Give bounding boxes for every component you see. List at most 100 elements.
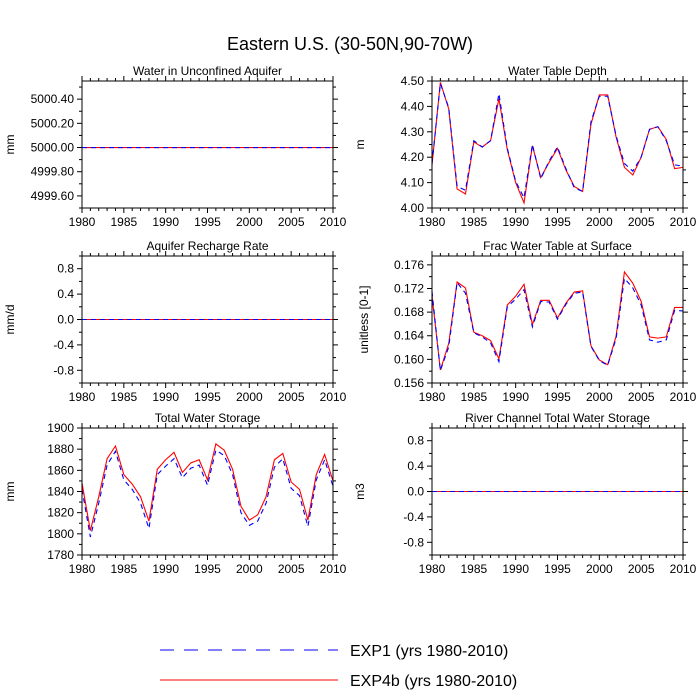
plot-frame [81,80,334,209]
legend: EXP1 (yrs 1980-2010) EXP4b (yrs 1980-201… [160,643,517,690]
y-tick-label: 5000.00 [31,141,75,155]
x-tick-label: 1995 [194,215,221,229]
x-tick-label: 2005 [278,215,305,229]
y-tick-label: 0.4 [407,459,424,473]
y-tick-label: 1780 [47,548,74,562]
x-tick-label: 1985 [110,390,137,404]
x-tick-label: 1985 [460,215,487,229]
y-axis-label: mm/d [3,305,17,335]
x-tick-label: 2005 [278,390,305,404]
x-tick-label: 1990 [502,390,529,404]
y-tick-label: 4.00 [401,201,425,215]
panel-title: Aquifer Recharge Rate [146,239,268,253]
y-tick-label: -0.8 [53,363,74,377]
y-tick-label: 1900 [47,421,74,435]
y-tick-label: 0.172 [394,281,424,295]
y-axis-label: unitless [0-1] [357,285,371,353]
x-tick-label: 1980 [69,215,96,229]
x-tick-label: 1985 [460,562,487,576]
y-tick-label: 4.20 [401,150,425,164]
y-axis-label: m3 [353,483,367,500]
panel-5: Total Water Storage mm 1980 1985 1990 1995 200… [3,411,347,576]
y-tick-label: 4999.80 [31,165,75,179]
y-tick-label: 4.40 [401,99,425,113]
legend-label-exp1: EXP1 (yrs 1980-2010) [350,643,508,660]
y-tick-label: -0.4 [403,510,424,524]
y-tick-label: 0.4 [57,287,74,301]
y-tick-label: 4999.60 [31,189,75,203]
x-tick-label: 1980 [419,562,446,576]
x-tick-label: 1980 [419,390,446,404]
y-tick-label: 0.0 [407,485,424,499]
y-tick-label: 4.30 [401,125,425,139]
y-tick-label: 0.168 [394,305,424,319]
x-tick-label: 1995 [194,562,221,576]
series-line-exp4b [81,442,334,531]
series-line-exp1 [81,449,334,538]
panel-4: Frac Water Table at Surface unitless [0-1… [357,239,697,404]
x-tick-label: 2000 [236,390,263,404]
panel-title: Frac Water Table at Surface [483,239,632,253]
x-tick-label: 1990 [502,215,529,229]
y-tick-label: 0.8 [407,434,424,448]
y-tick-label: 1860 [47,463,74,477]
y-axis-label: mm [3,482,17,502]
panel-2: Water Table Depth m 1980 1985 1990 1995 2000 20… [353,64,697,229]
y-tick-label: 0.0 [57,313,74,327]
panel-title: Water in Unconfined Aquifer [133,64,282,78]
y-tick-label: 0.164 [394,329,424,343]
x-tick-label: 1990 [152,215,179,229]
panel-3: Aquifer Recharge Rate mm/d 1980 1985 1990 199… [3,239,347,404]
x-tick-label: 1985 [110,562,137,576]
x-tick-label: 1990 [502,562,529,576]
legend-label-exp4b: EXP4b (yrs 1980-2010) [350,673,517,690]
y-tick-label: 0.8 [57,262,74,276]
panel-title: River Channel Total Water Storage [465,411,650,425]
x-tick-label: 1990 [152,562,179,576]
y-tick-label: 4.50 [401,74,425,88]
x-tick-label: 2000 [586,215,613,229]
x-tick-label: 2005 [628,390,655,404]
y-tick-label: 1820 [47,506,74,520]
y-tick-label: 1840 [47,485,74,499]
y-tick-label: 0.160 [394,352,424,366]
x-tick-label: 2000 [586,562,613,576]
x-tick-label: 2005 [628,215,655,229]
x-tick-label: 1985 [110,215,137,229]
y-tick-label: 5000.40 [31,92,75,106]
plot-frame [81,427,334,556]
series-line-exp1 [431,277,684,371]
x-tick-label: 1980 [69,562,96,576]
panels: Water in Unconfined Aquifer mm 1980 1985 199… [3,64,697,576]
x-tick-label: 1995 [544,215,571,229]
y-tick-label: 1880 [47,442,74,456]
y-tick-label: 5000.20 [31,116,75,130]
x-tick-label: 2010 [320,390,347,404]
y-tick-label: -0.8 [403,535,424,549]
x-tick-label: 1980 [419,215,446,229]
series-line-exp1 [431,83,684,200]
panel-6: River Channel Total Water Storage m3 1980 1… [353,411,697,576]
x-tick-label: 2000 [236,562,263,576]
x-tick-label: 2010 [670,215,697,229]
x-tick-label: 2010 [320,215,347,229]
y-tick-label: 0.176 [394,258,424,272]
panel-title: Total Water Storage [155,411,261,425]
figure-title: Eastern U.S. (30-50N,90-70W) [227,34,473,54]
x-tick-label: 2010 [670,390,697,404]
x-tick-label: 1995 [544,562,571,576]
x-tick-label: 1990 [152,390,179,404]
x-tick-label: 1985 [460,390,487,404]
x-tick-label: 1980 [69,390,96,404]
y-axis-label: m [353,140,367,150]
x-tick-label: 2010 [670,562,697,576]
y-tick-label: 0.156 [394,376,424,390]
y-tick-label: 4.10 [401,176,425,190]
y-tick-label: -0.4 [53,338,74,352]
panel-1: Water in Unconfined Aquifer mm 1980 1985 199… [3,64,347,229]
x-tick-label: 2005 [278,562,305,576]
panel-title: Water Table Depth [508,64,607,78]
x-tick-label: 1995 [544,390,571,404]
x-tick-label: 1995 [194,390,221,404]
